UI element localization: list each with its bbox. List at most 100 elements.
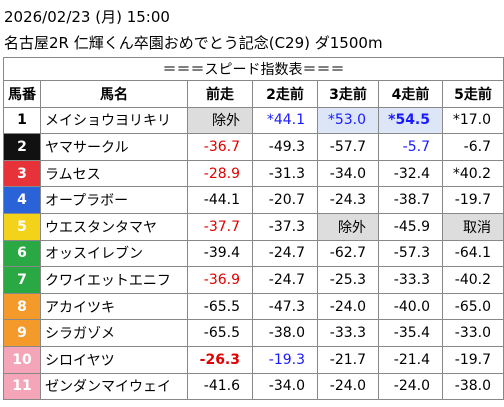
speed-index: -38.0 (252, 319, 318, 347)
speed-index: -37.3 (252, 212, 318, 241)
speed-index: -38.7 (378, 186, 443, 214)
speed-index: -25.3 (317, 266, 379, 294)
speed-index: -28.9 (187, 159, 253, 188)
speed-index: *17.0 (442, 106, 504, 135)
speed-index: -24.0 (317, 292, 379, 321)
horse-number: 5 (3, 212, 41, 241)
speed-index: -64.1 (442, 239, 504, 268)
horse-number: 10 (3, 345, 41, 374)
horse-name: ラムセス (40, 159, 188, 188)
horse-number: 3 (3, 159, 41, 188)
horse-number: 6 (3, 239, 41, 268)
race-title: 名古屋2R 仁輝くん卒園おめでとう記念(C29) ダ1500m (4, 34, 383, 52)
speed-index: -19.7 (442, 186, 504, 214)
speed-index: -49.3 (252, 133, 318, 161)
column-header: 前走 (187, 80, 253, 108)
column-header: 3走前 (317, 80, 379, 108)
speed-index: -33.3 (317, 319, 379, 347)
horse-name: ヤマサークル (40, 133, 188, 161)
speed-index: -19.7 (442, 345, 504, 374)
table-row: 9 シラガゾメ -65.5 -38.0 -33.3 -35.4 -33.0 (3, 319, 504, 347)
speed-index: -5.7 (378, 133, 443, 161)
speed-index: -44.1 (187, 186, 253, 214)
speed-table: ＝＝＝スピード指数表＝＝＝ 馬番 馬名 前走 2走前 3走前 4走前 5走前 1 メイショウヨ… (3, 57, 504, 401)
speed-index: -24.7 (252, 239, 318, 268)
speed-index: -20.7 (252, 186, 318, 214)
speed-index: -45.9 (378, 212, 443, 241)
speed-index: -38.0 (442, 372, 504, 401)
speed-index: -40.0 (378, 292, 443, 321)
speed-index: -34.0 (252, 372, 318, 401)
speed-index: -47.3 (252, 292, 318, 321)
column-header: 馬番 (3, 80, 41, 108)
speed-index: -21.7 (317, 345, 379, 374)
speed-index: -24.3 (317, 186, 379, 214)
speed-index: 除外 (187, 106, 253, 135)
speed-index: -37.7 (187, 212, 253, 241)
speed-index: -6.7 (442, 133, 504, 161)
horse-number: 7 (3, 266, 41, 294)
horse-number: 2 (3, 133, 41, 161)
speed-index: *53.0 (317, 106, 379, 135)
speed-index: -33.3 (378, 266, 443, 294)
speed-index: -40.2 (442, 266, 504, 294)
speed-index: -39.4 (187, 239, 253, 268)
speed-index: -32.4 (378, 159, 443, 188)
horse-number: 1 (3, 106, 41, 135)
horse-name: シロイヤツ (40, 345, 188, 374)
date: 2026/02/23 (月) 15:00 (4, 8, 170, 26)
speed-index: -35.4 (378, 319, 443, 347)
table-row: 2 ヤマサークル -36.7 -49.3 -57.7 -5.7 -6.7 (3, 133, 504, 161)
table-row: 11 ゼンダンマイウェイ -41.6 -34.0 -24.0 -24.0 -38.0 (3, 372, 504, 401)
speed-index: -41.6 (187, 372, 253, 401)
column-header: 5走前 (442, 80, 504, 108)
speed-index: -24.7 (252, 266, 318, 294)
horse-name: オープラボー (40, 186, 188, 214)
horse-number: 8 (3, 292, 41, 321)
speed-index: -34.0 (317, 159, 379, 188)
speed-index: *40.2 (442, 159, 504, 188)
table-row: 4 オープラボー -44.1 -20.7 -24.3 -38.7 -19.7 (3, 186, 504, 214)
horse-number: 11 (3, 372, 41, 401)
table-row: 3 ラムセス -28.9 -31.3 -34.0 -32.4 *40.2 (3, 159, 504, 188)
speed-index: -21.4 (378, 345, 443, 374)
horse-name: ウエスタンタマヤ (40, 212, 188, 241)
speed-index: -33.0 (442, 319, 504, 347)
horse-name: クワイエットエニフ (40, 266, 188, 294)
table-row: 1 メイショウヨリキリ 除外 *44.1 *53.0 *54.5 *17.0 (3, 106, 504, 135)
speed-index: -36.7 (187, 133, 253, 161)
speed-index: -65.5 (187, 292, 253, 321)
horse-name: アカイツキ (40, 292, 188, 321)
horse-name: メイショウヨリキリ (40, 106, 188, 135)
speed-index: -65.5 (187, 319, 253, 347)
horse-name: ゼンダンマイウェイ (40, 372, 188, 401)
table-row: 8 アカイツキ -65.5 -47.3 -24.0 -40.0 -65.0 (3, 292, 504, 321)
speed-index: -24.0 (317, 372, 379, 401)
column-header: 4走前 (378, 80, 443, 108)
table-title: ＝＝＝スピード指数表＝＝＝ (3, 57, 504, 81)
speed-index: 取消 (442, 212, 504, 241)
table-row: 7 クワイエットエニフ -36.9 -24.7 -25.3 -33.3 -40.2 (3, 266, 504, 294)
column-header: 馬名 (40, 80, 188, 108)
horse-name: シラガゾメ (40, 319, 188, 347)
horse-number: 4 (3, 186, 41, 214)
speed-index: *44.1 (252, 106, 318, 135)
table-row: 6 オッスイレブン -39.4 -24.7 -62.7 -57.3 -64.1 (3, 239, 504, 268)
speed-index: -57.7 (317, 133, 379, 161)
horse-number: 9 (3, 319, 41, 347)
speed-index: *54.5 (378, 106, 443, 135)
speed-index: -26.3 (187, 345, 253, 374)
table-row: 10 シロイヤツ -26.3 -19.3 -21.7 -21.4 -19.7 (3, 345, 504, 374)
speed-index: 除外 (317, 212, 379, 241)
speed-index: -36.9 (187, 266, 253, 294)
speed-index: -65.0 (442, 292, 504, 321)
speed-index: -62.7 (317, 239, 379, 268)
column-header: 2走前 (252, 80, 318, 108)
speed-index: -19.3 (252, 345, 318, 374)
speed-index: -57.3 (378, 239, 443, 268)
speed-index: -24.0 (378, 372, 443, 401)
table-row: 5 ウエスタンタマヤ -37.7 -37.3 除外 -45.9 取消 (3, 212, 504, 241)
horse-name: オッスイレブン (40, 239, 188, 268)
speed-index: -31.3 (252, 159, 318, 188)
